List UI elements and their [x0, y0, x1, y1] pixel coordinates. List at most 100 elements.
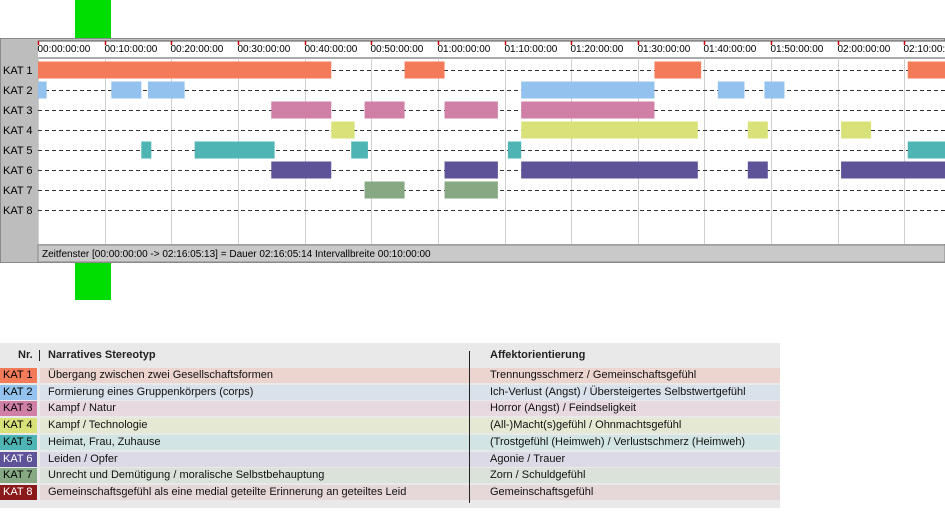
- timeline-segment: [521, 81, 655, 99]
- timeline-segment: [38, 61, 332, 79]
- tick-label: 01:40:00:00: [704, 44, 757, 55]
- legend-affect: Agonie / Trauer: [490, 452, 566, 465]
- timeline-segment: [444, 101, 498, 119]
- row-label: KAT 4: [3, 125, 33, 137]
- tick-label: 00:40:00:00: [305, 44, 358, 55]
- tick-label: 02:00:00:00: [838, 44, 891, 55]
- tick-label: 01:30:00:00: [638, 44, 691, 55]
- status-text: Zeitfenster [00:00:00:00 -> 02:16:05:13]…: [42, 249, 431, 260]
- timeline-segment: [747, 121, 768, 139]
- legend-swatch: KAT 8: [0, 484, 37, 500]
- legend-affect: (Trostgefühl (Heimweh) / Verlustschmerz …: [490, 435, 746, 448]
- legend-row-band: [40, 401, 780, 417]
- timeline-segment: [271, 101, 332, 119]
- legend-row: KAT 1 Übergang zwischen zwei Gesellschaft…: [0, 367, 780, 383]
- legend-swatch: KAT 1: [0, 368, 37, 383]
- legend-table: Nr. Narratives Stereotyp Affektorientier…: [0, 343, 780, 508]
- legend-swatch: KAT 7: [0, 468, 37, 484]
- legend-affect: Horror (Angst) / Feindseligkeit: [490, 402, 637, 415]
- legend-narrative: Formierung eines Gruppenkörpers (corps): [48, 385, 254, 398]
- timeline-segment: [364, 101, 405, 119]
- legend-row-band: [40, 451, 780, 467]
- timeline-segment: [717, 81, 745, 99]
- timeline-segment: [111, 81, 142, 99]
- timeline-segment: [907, 61, 945, 79]
- timeline-segment: [841, 121, 872, 139]
- timeline-segment: [351, 141, 368, 159]
- legend-row: KAT 6 Leiden / Opfer Agonie / Trauer: [0, 451, 780, 467]
- tick-label: 01:00:00:00: [438, 44, 491, 55]
- green-marker-bottom: [75, 263, 111, 300]
- legend-row: KAT 7 Unrecht und Demütigung / moralische…: [0, 467, 780, 484]
- legend-swatch: KAT 2: [0, 384, 37, 400]
- legend-narrative: Kampf / Natur: [48, 402, 116, 415]
- legend-swatch: KAT 3: [0, 401, 37, 417]
- legend-narrative: Übergang zwischen zwei Gesellschaftsform…: [48, 369, 273, 381]
- row-label: KAT 8: [3, 205, 33, 217]
- timeline-segment: [141, 141, 152, 159]
- legend-row-band: [40, 384, 780, 400]
- legend-affect: (All-)Macht(s)gefühl / Ohnmachtsgefühl: [490, 419, 682, 432]
- legend-swatch: KAT 6: [0, 451, 37, 467]
- timeline-segment: [521, 101, 655, 119]
- legend-header-affect: Affektorientierung: [490, 349, 586, 361]
- timeline-segment: [907, 141, 945, 159]
- legend-swatch: KAT 5: [0, 434, 37, 450]
- legend-affect: Gemeinschaftsgefühl: [490, 485, 594, 498]
- tick-label: 01:20:00:00: [571, 44, 624, 55]
- legend-row-band: [40, 434, 780, 450]
- timeline-segment: [331, 121, 355, 139]
- row-label: KAT 5: [3, 145, 33, 157]
- legend-row: KAT 4 Kampf / Technologie (All-)Macht(s)ge…: [0, 417, 780, 434]
- tick-label: 00:50:00:00: [371, 44, 424, 55]
- timeline-segment: [841, 161, 945, 179]
- legend-row-band: [40, 368, 780, 383]
- timeline-segment: [654, 61, 702, 79]
- legend-row: KAT 5 Heimat, Frau, Zuhause (Trostgefühl (…: [0, 434, 780, 450]
- legend-swatch: KAT 4: [0, 418, 37, 434]
- legend-header-narrative: Narratives Stereotyp: [48, 349, 156, 361]
- legend-affect: Ich-Verlust (Angst) / Übersteigertes Sel…: [490, 385, 746, 398]
- legend-row: KAT 8 Gemeinschaftsgefühl als eine medial…: [0, 484, 780, 500]
- green-marker-top: [75, 0, 111, 38]
- legend-narrative: Leiden / Opfer: [48, 452, 118, 465]
- legend-header-separator: [39, 350, 40, 361]
- timeline-panel: 00:00:00:00 00:10:00:00 00:20:00:00 00:30:0…: [0, 38, 945, 263]
- tick-label: 00:30:00:00: [238, 44, 291, 55]
- legend-row: KAT 3 Kampf / Natur Horror (Angst) / Feind…: [0, 400, 780, 417]
- timeline-segment: [521, 161, 698, 179]
- legend-column-divider: [469, 351, 470, 503]
- tick-label: 01:50:00:00: [771, 44, 824, 55]
- legend-header: Nr. Narratives Stereotyp Affektorientier…: [0, 343, 780, 367]
- legend-narrative: Kampf / Technologie: [48, 419, 148, 432]
- timeline-segment: [521, 121, 698, 139]
- timeline-segment: [271, 161, 332, 179]
- timeline-segment: [404, 61, 445, 79]
- tick-label: 01:10:00:00: [505, 44, 558, 55]
- tick-label: 00:20:00:00: [171, 44, 224, 55]
- legend-row: KAT 2 Formierung eines Gruppenkörpers (co…: [0, 384, 780, 400]
- status-bar: [37, 244, 945, 263]
- legend-header-nr: Nr.: [18, 349, 33, 361]
- legend-affect: Zorn / Schuldgefühl: [490, 469, 586, 482]
- timeline-segment: [194, 141, 275, 159]
- timeline-segment: [444, 181, 498, 199]
- row-label: KAT 2: [3, 85, 33, 97]
- row-label: KAT 6: [3, 165, 33, 177]
- timeline-segment: [364, 181, 405, 199]
- legend-row-band: [40, 468, 780, 484]
- timeline-chart: 00:00:00:00 00:10:00:00 00:20:00:00 00:30:0…: [3, 40, 945, 263]
- timeline-segment: [747, 161, 768, 179]
- legend-narrative: Heimat, Frau, Zuhause: [48, 435, 161, 448]
- row-label: KAT 7: [3, 185, 33, 197]
- legend-narrative: Gemeinschaftsgefühl als eine medial gete…: [48, 485, 407, 498]
- timeline-segment: [38, 81, 47, 99]
- legend-narrative: Unrecht und Demütigung / moralische Selb…: [48, 469, 325, 482]
- timeline-segment: [507, 141, 522, 159]
- legend-row-band: [40, 484, 780, 500]
- tick-label: 00:00:00:00: [38, 44, 91, 55]
- row-label: KAT 3: [3, 105, 33, 117]
- legend-row-band: [40, 418, 780, 434]
- tick-label: 00:10:00:00: [105, 44, 158, 55]
- row-label: KAT 1: [3, 65, 33, 77]
